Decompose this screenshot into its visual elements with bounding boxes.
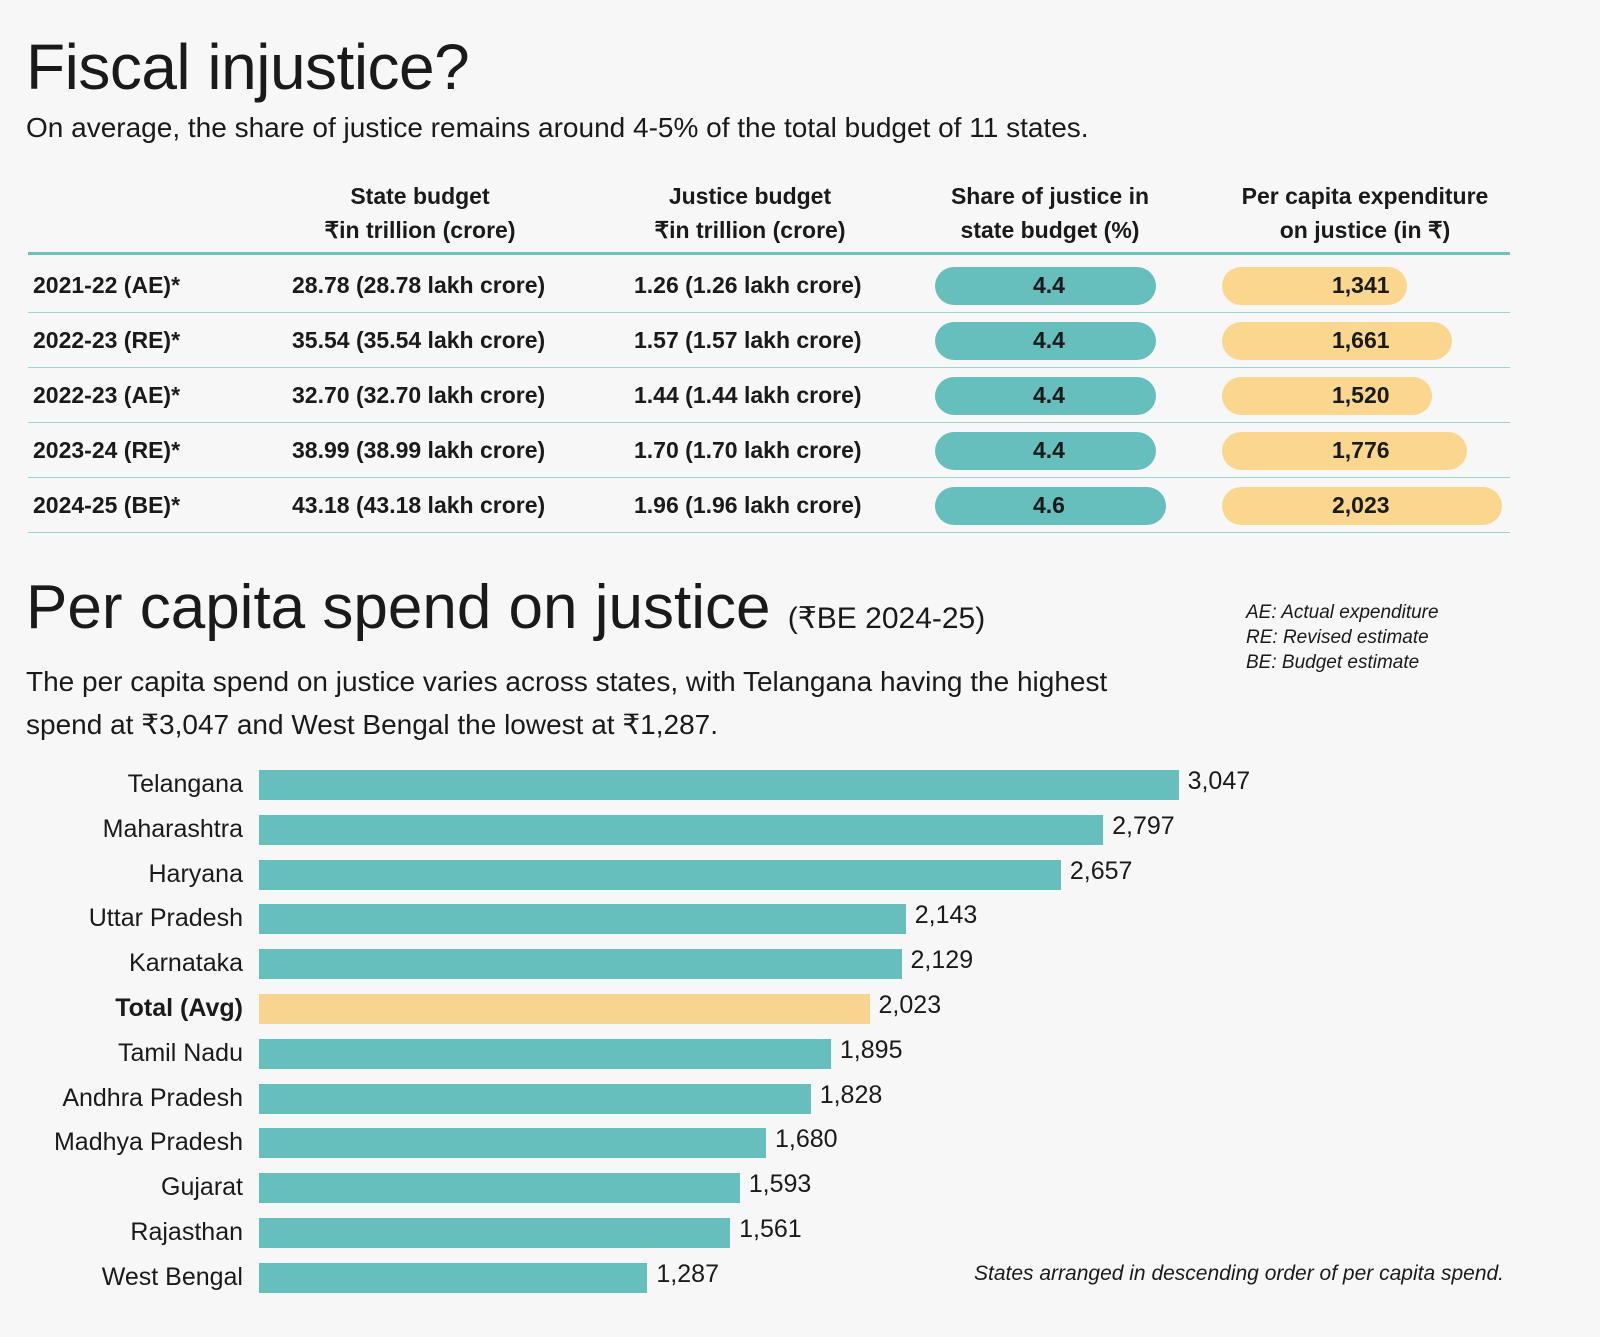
bar (259, 949, 902, 980)
share-pill: 4.4 (935, 321, 1156, 360)
abbr-re: RE: Revised estimate (1246, 627, 1429, 648)
share-pill: 4.4 (935, 266, 1156, 305)
bar (259, 859, 1061, 890)
abbreviation-legend: AE: Actual expenditure RE: Revised estim… (1246, 600, 1439, 675)
bar (259, 1083, 811, 1114)
header-per-capita: Per capita expenditure on justice (in ₹) (1241, 183, 1489, 243)
row-divider (28, 422, 1510, 423)
per-capita-value: 1,520 (1332, 382, 1390, 408)
bar (259, 1128, 767, 1159)
page-subtitle: On average, the share of justice remains… (26, 112, 1089, 143)
row-justice-budget: 1.70 (1.70 lakh crore) (634, 436, 862, 463)
row-divider (28, 312, 1510, 313)
bar-category-label: Maharashtra (102, 814, 243, 843)
share-value: 4.4 (1033, 272, 1065, 298)
row-justice-budget: 1.57 (1.57 lakh crore) (634, 326, 862, 353)
bar-category-label: Karnataka (129, 949, 243, 978)
row-justice-budget: 1.26 (1.26 lakh crore) (634, 271, 862, 298)
bar (259, 1218, 731, 1248)
bar-value-label: 1,593 (748, 1170, 812, 1199)
row-state-budget: 35.54 (35.54 lakh crore) (292, 326, 546, 353)
per-capita-pill: 1,661 (1222, 321, 1452, 360)
per-capita-pill: 2,023 (1222, 486, 1502, 525)
bar-average (259, 994, 870, 1024)
row-year: 2023-24 (RE)* (33, 436, 181, 463)
per-capita-pill: 1,776 (1222, 431, 1468, 470)
share-pill: 4.4 (935, 376, 1156, 415)
bar-category-label: Andhra Pradesh (62, 1083, 243, 1112)
bar-value-label: 2,797 (1112, 811, 1175, 840)
bar-category-label: West Bengal (101, 1262, 243, 1291)
bar (259, 904, 906, 935)
bar-value-label: 2,143 (914, 901, 978, 930)
chart-title-paren: (₹BE 2024-25) (787, 602, 986, 635)
row-year: 2022-23 (AE)* (33, 381, 181, 408)
row-year: 2022-23 (RE)* (33, 326, 181, 353)
bar-category-label: Telangana (127, 770, 243, 798)
bar-value-label: 1,828 (819, 1080, 883, 1109)
share-pill: 4.6 (935, 486, 1166, 525)
share-value: 4.4 (1033, 327, 1065, 353)
row-state-budget: 28.78 (28.78 lakh crore) (292, 271, 546, 298)
row-year: 2021-22 (AE)* (33, 271, 181, 298)
row-justice-budget: 1.44 (1.44 lakh crore) (634, 381, 862, 408)
bar-value-label: 1,561 (739, 1215, 802, 1243)
bar (259, 770, 1179, 800)
per-capita-value: 1,341 (1332, 272, 1390, 298)
row-divider (28, 367, 1510, 368)
chart-title: Per capita spend on justice (₹BE 2024-25… (26, 573, 986, 642)
page-title: Fiscal injustice? (26, 31, 470, 103)
header-state-budget: State budget ₹in trillion (crore) (324, 183, 516, 243)
abbr-be: BE: Budget estimate (1246, 652, 1420, 673)
row-state-budget: 43.18 (43.18 lakh crore) (292, 491, 546, 518)
bar-category-label: Haryana (148, 859, 244, 888)
header-divider (28, 252, 1510, 255)
share-value: 4.4 (1033, 382, 1065, 408)
bar-category-label: Total (Avg) (115, 994, 243, 1022)
row-state-budget: 32.70 (32.70 lakh crore) (292, 381, 546, 408)
row-divider (28, 477, 1510, 478)
bar-value-label: 3,047 (1187, 767, 1251, 795)
row-justice-budget: 1.96 (1.96 lakh crore) (634, 491, 862, 518)
per-capita-value: 1,661 (1332, 327, 1390, 353)
bar-value-label: 1,895 (839, 1035, 903, 1064)
row-divider (28, 532, 1510, 533)
share-pill: 4.4 (935, 431, 1156, 470)
bar (259, 814, 1104, 845)
bar-category-label: Gujarat (161, 1173, 243, 1202)
per-capita-pill: 1,520 (1222, 376, 1433, 415)
bar-value-label: 2,023 (878, 991, 942, 1019)
bar-category-label: Tamil Nadu (117, 1038, 243, 1067)
chart-footnote: States arranged in descending order of p… (974, 1262, 1505, 1285)
bar-category-label: Madhya Pradesh (53, 1128, 243, 1157)
bar (259, 1173, 740, 1204)
bar-value-label: 1,287 (656, 1259, 719, 1288)
bar-category-label: Uttar Pradesh (88, 904, 243, 933)
row-state-budget: 38.99 (38.99 lakh crore) (292, 436, 546, 463)
share-value: 4.6 (1033, 492, 1065, 518)
header-justice-budget: Justice budget ₹in trillion (crore) (654, 183, 846, 243)
abbr-ae: AE: Actual expenditure (1246, 602, 1439, 623)
per-capita-pill: 1,341 (1222, 266, 1408, 305)
bar (259, 1262, 648, 1293)
per-capita-value: 2,023 (1332, 492, 1390, 518)
share-value: 4.4 (1033, 437, 1065, 463)
bar-category-label: Rajasthan (130, 1218, 243, 1246)
bar-value-label: 1,680 (775, 1125, 838, 1154)
per-capita-value: 1,776 (1332, 437, 1390, 463)
row-year: 2024-25 (BE)* (33, 491, 181, 518)
bar-value-label: 2,129 (910, 946, 974, 975)
bar (259, 1038, 831, 1069)
chart-subtitle: The per capita spend on justice varies a… (26, 666, 1108, 740)
bar-value-label: 2,657 (1069, 856, 1133, 885)
header-share: Share of justice in state budget (%) (950, 183, 1150, 243)
